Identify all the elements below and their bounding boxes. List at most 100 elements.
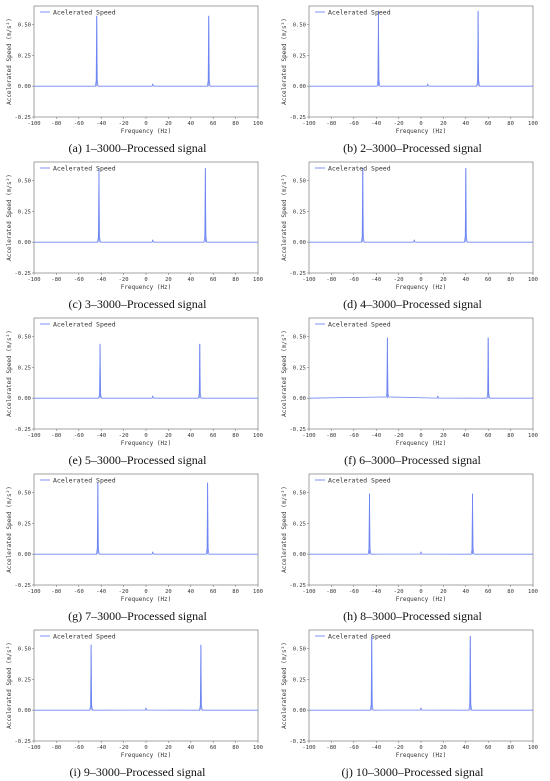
x-axis-label: Frequency (Hz) <box>121 440 172 447</box>
y-tick-label: 0.00 <box>18 84 31 90</box>
x-tick-label: 100 <box>528 121 538 127</box>
x-tick-label: 40 <box>187 277 194 283</box>
chart-panel: -100 -80 -60 -40 -20 0 20 40 60 80 100 -0.25 0.00 0.2… <box>0 156 275 312</box>
panel-caption: (b) 2–3000–Processed signal <box>343 141 482 155</box>
x-tick-label: 100 <box>528 277 538 283</box>
x-tick-label: 0 <box>144 745 147 751</box>
chart-panel: -100 -80 -60 -40 -20 0 20 40 60 80 100 -0.25 0.00 0.2… <box>275 312 550 468</box>
x-tick-label: 40 <box>462 745 469 751</box>
series-line <box>309 10 533 87</box>
plot-frame <box>33 161 259 274</box>
x-tick-label: 60 <box>210 589 217 595</box>
x-tick-label: 40 <box>462 121 469 127</box>
x-axis-label: Frequency (Hz) <box>396 752 447 759</box>
y-axis-label: Accelerated Speed (m/s²) <box>281 330 288 417</box>
y-tick-label: 0.25 <box>293 521 306 527</box>
y-tick-label: 0.50 <box>18 179 31 185</box>
x-tick-label: -60 <box>349 121 359 127</box>
legend-label: Acelerated Speed <box>328 8 391 16</box>
y-tick-label: 0.50 <box>18 491 31 497</box>
series-line <box>34 482 258 555</box>
series-line <box>309 168 533 243</box>
y-tick-label: -0.25 <box>289 583 306 589</box>
x-tick-label: -60 <box>74 277 84 283</box>
x-tick-label: -80 <box>51 589 61 595</box>
x-tick-label: -40 <box>371 745 381 751</box>
y-axis-label: Accelerated Speed (m/s²) <box>6 174 13 261</box>
panel-caption: (j) 10–3000–Processed signal <box>341 765 484 779</box>
legend-label: Acelerated Speed <box>53 632 116 640</box>
x-tick-label: -20 <box>394 589 404 595</box>
x-tick-label: -100 <box>27 745 40 751</box>
y-tick-label: 0.00 <box>18 708 31 714</box>
y-tick-label: 0.25 <box>293 53 306 59</box>
x-tick-label: -40 <box>96 433 106 439</box>
y-tick-label: 0.50 <box>293 491 306 497</box>
y-tick-label: 0.00 <box>18 552 31 558</box>
x-tick-label: -60 <box>349 277 359 283</box>
x-tick-label: -80 <box>51 277 61 283</box>
chart-panel: -100 -80 -60 -40 -20 0 20 40 60 80 100 -0.25 0.00 0.2… <box>0 624 275 780</box>
x-tick-label: -60 <box>74 121 84 127</box>
x-tick-label: 40 <box>187 589 194 595</box>
y-tick-label: 0.50 <box>293 23 306 29</box>
x-tick-label: -40 <box>96 745 106 751</box>
x-tick-label: 80 <box>232 277 239 283</box>
x-tick-label: -80 <box>51 433 61 439</box>
y-tick-label: 0.50 <box>18 647 31 653</box>
x-tick-label: 80 <box>232 121 239 127</box>
x-tick-label: 20 <box>165 745 172 751</box>
x-tick-label: 80 <box>507 277 514 283</box>
series-line <box>309 636 533 711</box>
y-tick-label: 0.50 <box>18 335 31 341</box>
x-tick-label: -60 <box>349 589 359 595</box>
x-tick-label: 60 <box>485 121 492 127</box>
y-axis-label: Accelerated Speed (m/s²) <box>6 18 13 105</box>
x-tick-label: 0 <box>419 433 422 439</box>
y-axis-label: Accelerated Speed (m/s²) <box>6 330 13 417</box>
panel-caption: (h) 8–3000–Processed signal <box>343 609 482 623</box>
y-tick-label: -0.25 <box>289 427 306 433</box>
x-tick-label: -40 <box>371 121 381 127</box>
panel-caption: (g) 7–3000–Processed signal <box>68 609 207 623</box>
y-axis-label: Accelerated Speed (m/s²) <box>6 486 13 573</box>
series-line <box>34 644 258 711</box>
legend-label: Acelerated Speed <box>328 320 391 328</box>
x-tick-label: 20 <box>440 121 447 127</box>
y-tick-label: -0.25 <box>14 271 31 277</box>
x-tick-label: 0 <box>144 277 147 283</box>
y-tick-label: 0.25 <box>18 521 31 527</box>
series-line <box>34 343 258 399</box>
x-tick-label: 20 <box>165 589 172 595</box>
x-tick-label: 40 <box>187 433 194 439</box>
y-tick-label: 0.25 <box>18 53 31 59</box>
panel-caption: (c) 3–3000–Processed signal <box>68 297 207 311</box>
y-axis-label: Accelerated Speed (m/s²) <box>281 174 288 261</box>
x-tick-label: -80 <box>51 121 61 127</box>
y-tick-label: -0.25 <box>14 739 31 745</box>
x-tick-label: 80 <box>232 589 239 595</box>
y-tick-label: 0.25 <box>18 209 31 215</box>
x-tick-label: -40 <box>96 589 106 595</box>
legend-label: Acelerated Speed <box>328 164 391 172</box>
x-tick-label: -100 <box>302 277 315 283</box>
x-tick-label: -80 <box>51 745 61 751</box>
x-tick-label: -80 <box>326 433 336 439</box>
x-tick-label: -100 <box>27 433 40 439</box>
x-tick-label: 0 <box>419 121 422 127</box>
x-tick-label: 20 <box>440 745 447 751</box>
plot-frame <box>33 473 259 586</box>
x-tick-label: 80 <box>232 745 239 751</box>
x-tick-label: 60 <box>210 745 217 751</box>
x-tick-label: -20 <box>119 433 129 439</box>
y-tick-label: -0.25 <box>289 271 306 277</box>
x-tick-label: 40 <box>187 745 194 751</box>
x-tick-label: -80 <box>326 277 336 283</box>
x-tick-label: 100 <box>528 745 538 751</box>
x-tick-label: 100 <box>253 589 263 595</box>
chart-svg: -100 -80 -60 -40 -20 0 20 40 60 80 100 -0.25 0.00 0.2… <box>281 161 538 291</box>
y-tick-label: -0.25 <box>289 739 306 745</box>
x-tick-label: -20 <box>119 277 129 283</box>
x-axis-label: Frequency (Hz) <box>396 284 447 291</box>
